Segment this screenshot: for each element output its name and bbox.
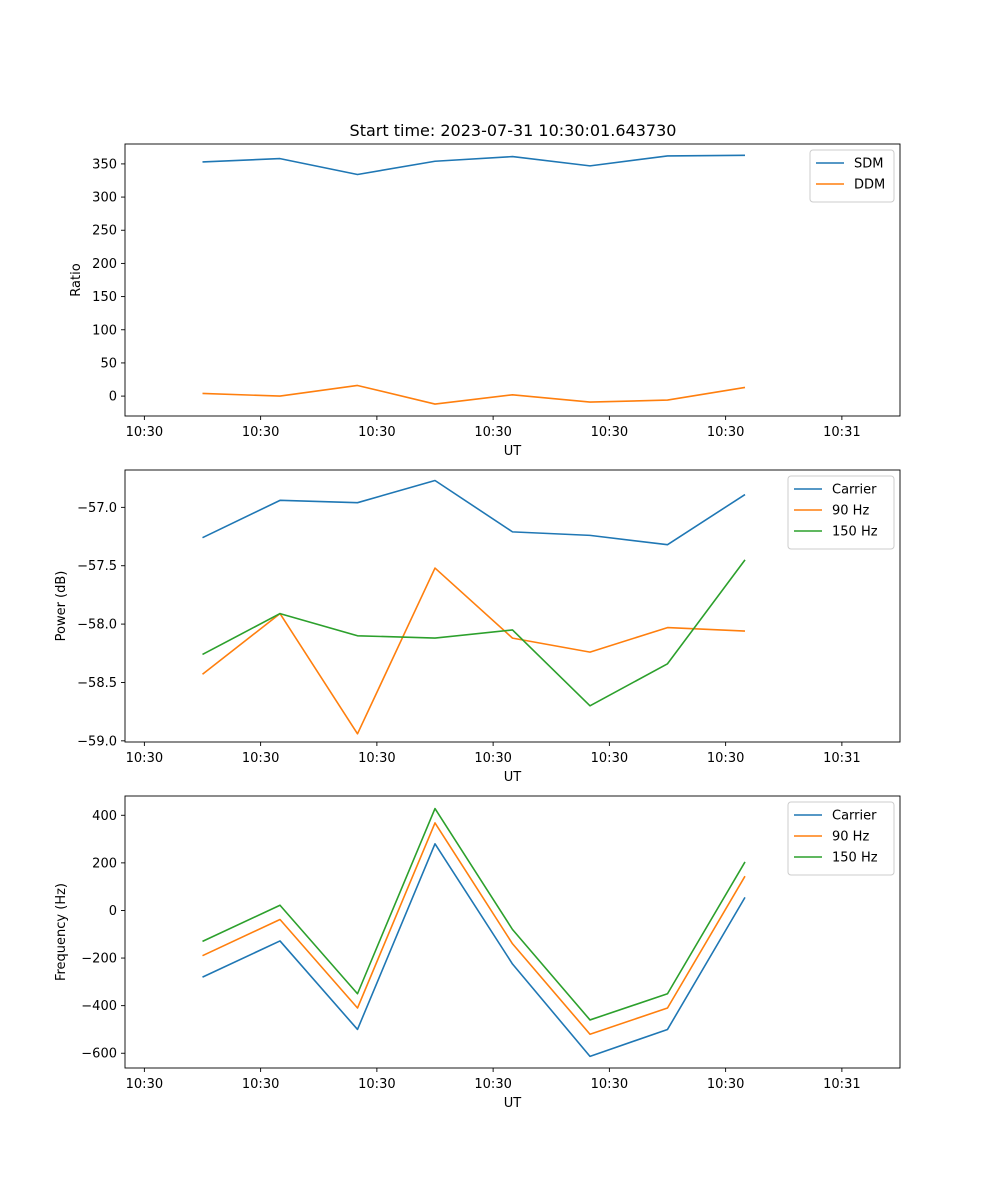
x-tick-label: 10:30 <box>242 1077 279 1092</box>
x-tick-label: 10:30 <box>474 425 511 440</box>
y-tick-label: 350 <box>92 157 117 172</box>
y-tick-label: −59.0 <box>77 734 117 749</box>
series-line-carrier <box>202 479 746 546</box>
x-tick-label: 10:31 <box>823 751 860 766</box>
series-line-carrier <box>202 843 746 1058</box>
y-tick-label: −58.5 <box>77 676 117 691</box>
legend-label: 150 Hz <box>832 851 878 866</box>
series-line-sdm <box>202 154 746 176</box>
y-tick-label: −600 <box>81 1047 117 1062</box>
subplot-1: 0 50 100 150 200 250 300 350 10:30 10:30 10:30 10:3… <box>69 143 901 459</box>
y-tick-label: 0 <box>109 390 117 405</box>
x-tick-label: 10:30 <box>126 1077 163 1092</box>
x-axis-label: UT <box>504 444 522 459</box>
x-tick-label: 10:30 <box>591 751 628 766</box>
legend-label: SDM <box>854 157 883 172</box>
x-tick-label: 10:30 <box>358 425 395 440</box>
series-line-90-hz <box>202 567 746 735</box>
legend-label: DDM <box>854 178 885 193</box>
subplots: 0 50 100 150 200 250 300 350 10:30 10:30 10:30 10:3… <box>54 143 901 1111</box>
x-tick-label: 10:30 <box>474 1077 511 1092</box>
axes-frame <box>124 143 901 417</box>
x-tick-label: 10:30 <box>707 1077 744 1092</box>
x-tick-label: 10:30 <box>358 1077 395 1092</box>
x-tick-label: 10:30 <box>242 751 279 766</box>
y-tick-label: 250 <box>92 224 117 239</box>
x-tick-label: 10:30 <box>591 425 628 440</box>
series-line-150-hz <box>202 807 746 1021</box>
legend-label: 90 Hz <box>832 830 869 845</box>
subplot-3: −600 −400 −200 0 200 400 10:30 10:30 10:30 10:30 1… <box>54 795 901 1111</box>
y-tick-label: 50 <box>100 356 117 371</box>
legend-label: Carrier <box>832 483 877 498</box>
legend-label: 150 Hz <box>832 525 878 540</box>
x-tick-label: 10:30 <box>707 751 744 766</box>
legend-label: Carrier <box>832 809 877 824</box>
x-tick-label: 10:31 <box>823 1077 860 1092</box>
x-tick-label: 10:31 <box>823 425 860 440</box>
x-tick-label: 10:30 <box>358 751 395 766</box>
y-axis-label: Frequency (Hz) <box>54 883 69 981</box>
y-tick-label: −58.0 <box>77 618 117 633</box>
y-tick-label: −200 <box>81 952 117 967</box>
y-tick-label: 200 <box>92 856 117 871</box>
axes-frame <box>124 795 901 1069</box>
y-tick-label: 400 <box>92 809 117 824</box>
y-tick-label: −400 <box>81 999 117 1014</box>
x-tick-label: 10:30 <box>126 425 163 440</box>
chart-title: Start time: 2023-07-31 10:30:01.643730 <box>350 121 677 140</box>
series-line-150-hz <box>202 559 746 707</box>
y-tick-label: 100 <box>92 323 117 338</box>
y-tick-label: −57.5 <box>77 559 117 574</box>
legend: Carrier 90 Hz 150 Hz <box>787 475 895 550</box>
y-tick-label: 300 <box>92 191 117 206</box>
axes-frame <box>124 469 901 743</box>
x-tick-label: 10:30 <box>242 425 279 440</box>
x-tick-label: 10:30 <box>707 425 744 440</box>
series-line-90-hz <box>202 822 746 1036</box>
legend: Carrier 90 Hz 150 Hz <box>787 801 895 876</box>
series-line-ddm <box>202 384 746 405</box>
y-axis-label: Power (dB) <box>54 571 69 642</box>
y-tick-label: −57.0 <box>77 501 117 516</box>
x-tick-label: 10:30 <box>474 751 511 766</box>
legend-label: 90 Hz <box>832 504 869 519</box>
y-tick-label: 200 <box>92 257 117 272</box>
x-axis-label: UT <box>504 770 522 785</box>
x-axis-label: UT <box>504 1096 522 1111</box>
legend: SDM DDM <box>809 149 895 203</box>
x-tick-label: 10:30 <box>591 1077 628 1092</box>
y-tick-label: 150 <box>92 290 117 305</box>
y-tick-label: 0 <box>109 904 117 919</box>
y-axis-label: Ratio <box>69 263 84 296</box>
x-tick-label: 10:30 <box>126 751 163 766</box>
subplot-2: −59.0 −58.5 −58.0 −57.5 −57.0 10:30 10:30 10:30… <box>54 469 901 785</box>
